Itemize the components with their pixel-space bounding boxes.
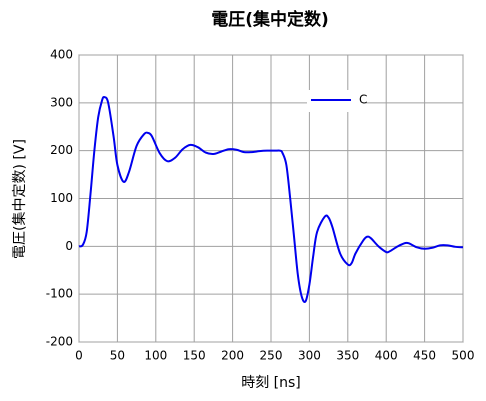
x-tick-label: 500 xyxy=(452,349,475,363)
y-tick-label: -200 xyxy=(46,335,73,349)
x-axis-label: 時刻 [ns] xyxy=(241,375,301,391)
data-line xyxy=(78,95,464,304)
x-tick-label: 450 xyxy=(413,349,436,363)
y-tick-label: -100 xyxy=(46,287,73,301)
x-tick-label: 250 xyxy=(260,349,283,363)
x-tick-label: 50 xyxy=(110,349,125,363)
x-tick-label: 100 xyxy=(144,349,167,363)
x-tick-label: 0 xyxy=(75,349,83,363)
x-tick-label: 350 xyxy=(336,349,359,363)
y-tick-label: 0 xyxy=(65,239,73,253)
y-tick-label: 300 xyxy=(50,95,73,109)
x-tick-label: 400 xyxy=(375,349,398,363)
y-axis-label: 電圧(集中定数) [V] xyxy=(11,139,28,259)
x-tick-label: 300 xyxy=(298,349,321,363)
legend-label: C xyxy=(359,93,367,107)
y-tick-label: 100 xyxy=(50,191,73,205)
y-tick-label: 200 xyxy=(50,143,73,157)
x-tick-label: 150 xyxy=(183,349,206,363)
x-tick-label: 200 xyxy=(221,349,244,363)
y-tick-label: 400 xyxy=(50,48,73,62)
chart-title: 電圧(集中定数) xyxy=(211,9,329,30)
